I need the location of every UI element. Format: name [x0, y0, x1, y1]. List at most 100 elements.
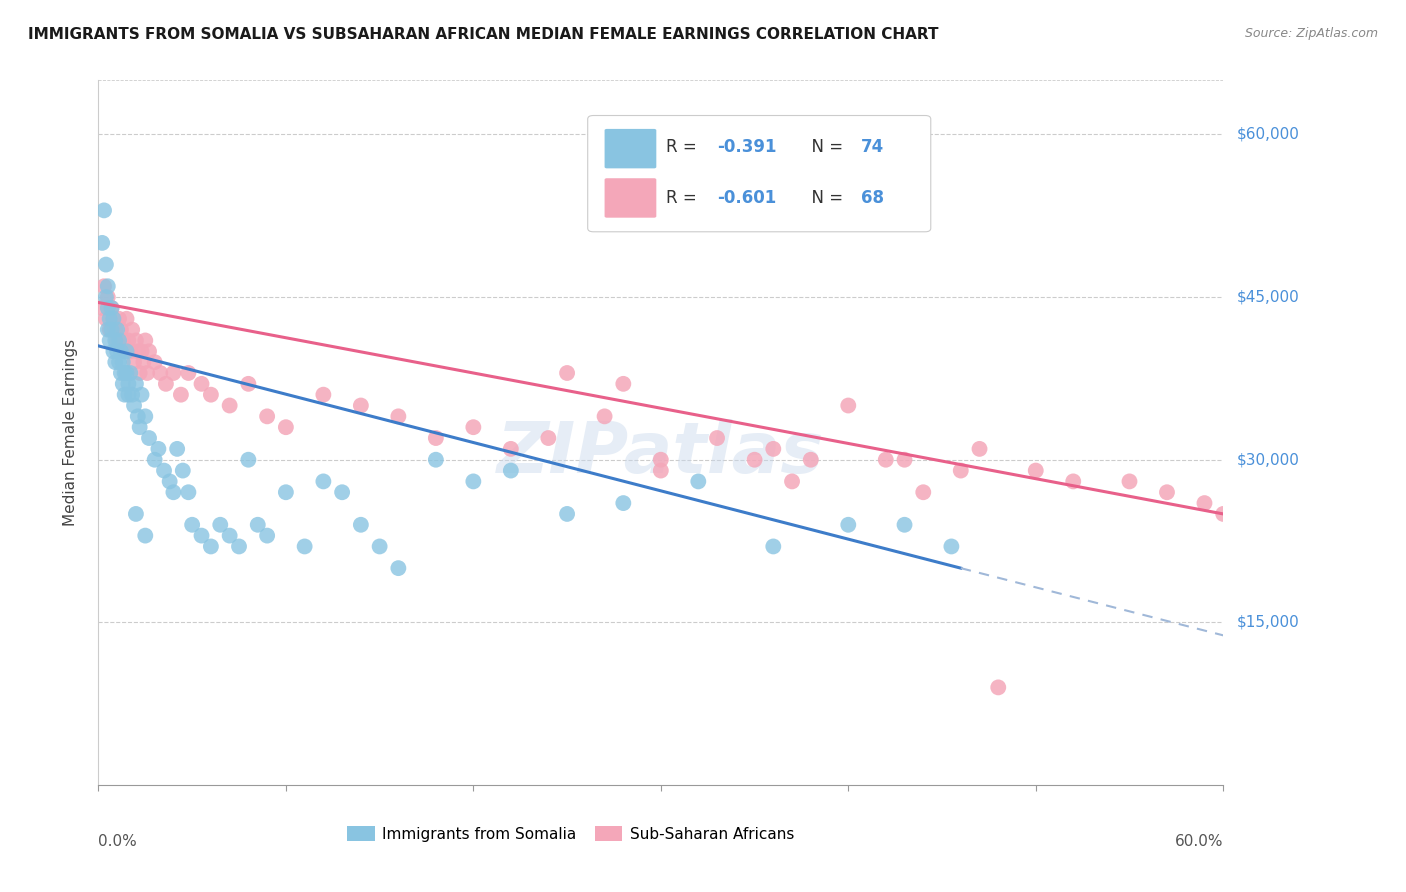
Point [1025, 464, 1047, 478]
Point [218, 399, 240, 413]
Point [143, 452, 166, 467]
Point [149, 366, 172, 380]
Point [499, 442, 522, 456]
Point [117, 334, 139, 348]
Point [190, 376, 212, 391]
Point [94, 311, 117, 326]
Point [177, 366, 200, 380]
Point [177, 485, 200, 500]
Point [537, 431, 560, 445]
Point [762, 540, 785, 554]
Text: 68: 68 [860, 189, 884, 207]
Point [111, 355, 134, 369]
Text: -0.601: -0.601 [717, 189, 776, 207]
Point [706, 431, 728, 445]
Point [110, 323, 132, 337]
Text: $60,000: $60,000 [1237, 127, 1301, 142]
Point [893, 452, 915, 467]
Point [120, 366, 142, 380]
Point [744, 452, 766, 467]
Point [114, 366, 136, 380]
Point [837, 517, 859, 532]
Point [912, 485, 935, 500]
Point [110, 344, 132, 359]
Point [274, 485, 297, 500]
Point [350, 517, 373, 532]
Point [115, 311, 138, 326]
Point [131, 387, 153, 401]
Text: 0.0%: 0.0% [98, 834, 138, 849]
Point [121, 387, 143, 401]
Point [122, 355, 145, 369]
Point [138, 344, 160, 359]
Point [127, 409, 149, 424]
Point [941, 540, 963, 554]
FancyBboxPatch shape [605, 178, 657, 218]
Point [117, 376, 139, 391]
Point [312, 387, 335, 401]
Point [98, 323, 121, 337]
Point [246, 517, 269, 532]
Point [463, 475, 485, 489]
Point [104, 355, 127, 369]
Point [238, 376, 260, 391]
Text: 60.0%: 60.0% [1175, 834, 1223, 849]
Point [100, 301, 122, 315]
Point [114, 387, 136, 401]
Point [181, 517, 204, 532]
Point [463, 420, 485, 434]
FancyBboxPatch shape [605, 129, 657, 169]
Text: ZIPatlas: ZIPatlas [498, 419, 824, 488]
Point [209, 517, 232, 532]
Point [612, 376, 634, 391]
Point [312, 475, 335, 489]
Point [108, 334, 131, 348]
Point [108, 311, 131, 326]
Text: $45,000: $45,000 [1237, 290, 1301, 304]
Point [762, 442, 785, 456]
Point [148, 442, 170, 456]
Point [200, 540, 222, 554]
Point [650, 452, 672, 467]
Point [138, 431, 160, 445]
Point [555, 507, 578, 521]
Point [125, 334, 148, 348]
Point [1156, 485, 1178, 500]
Point [969, 442, 991, 456]
Point [987, 681, 1010, 695]
Point [94, 258, 117, 272]
Point [111, 376, 134, 391]
Point [350, 399, 373, 413]
Point [153, 464, 176, 478]
Point [134, 528, 156, 542]
Text: R =: R = [666, 138, 703, 156]
Point [125, 507, 148, 521]
Point [256, 409, 278, 424]
Point [155, 376, 177, 391]
Point [1212, 507, 1234, 521]
Point [134, 334, 156, 348]
Point [134, 409, 156, 424]
Point [136, 366, 159, 380]
Point [115, 366, 138, 380]
Point [1118, 475, 1140, 489]
Point [97, 279, 120, 293]
Point [114, 344, 136, 359]
Point [128, 366, 150, 380]
Point [688, 475, 710, 489]
Point [190, 528, 212, 542]
Point [94, 290, 117, 304]
Point [837, 399, 859, 413]
Point [172, 464, 194, 478]
Point [131, 344, 153, 359]
Point [103, 311, 125, 326]
Point [1194, 496, 1216, 510]
Point [780, 475, 803, 489]
Point [499, 464, 522, 478]
Point [121, 323, 143, 337]
Point [274, 420, 297, 434]
Point [612, 496, 634, 510]
Point [875, 452, 897, 467]
Text: $30,000: $30,000 [1237, 452, 1301, 467]
Text: N =: N = [801, 138, 849, 156]
